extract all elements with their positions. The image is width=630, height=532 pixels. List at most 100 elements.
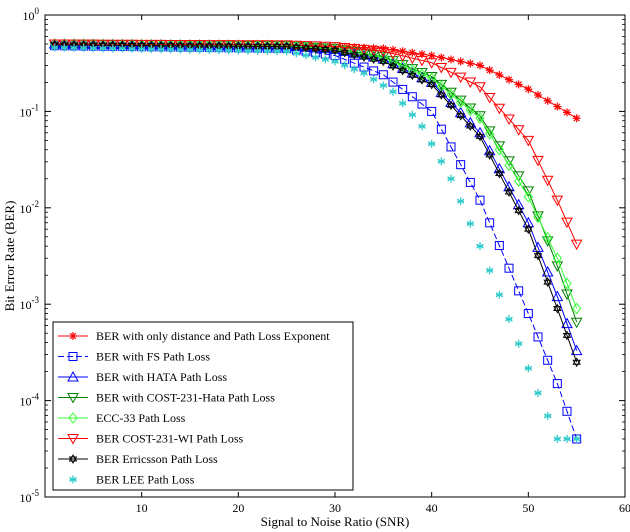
data-point: [543, 277, 552, 288]
data-point: [234, 46, 243, 55]
data-point: [523, 309, 533, 319]
data-point: [503, 114, 515, 125]
legend-marker: [69, 475, 77, 484]
data-point: [388, 56, 398, 68]
data-point: [543, 355, 553, 365]
y-tick-label: 10-5: [20, 488, 40, 505]
data-point: [552, 379, 562, 389]
data-point: [464, 77, 477, 89]
data-point: [417, 68, 427, 81]
data-point: [572, 114, 581, 123]
legend-label: BER COST-231-WI Path Loss: [96, 432, 244, 446]
data-point: [118, 44, 127, 53]
legend-entry: BER LEE Path Loss: [69, 473, 195, 487]
data-point: [388, 77, 398, 87]
data-point: [572, 357, 581, 368]
legend-entry: ECC-33 Path Loss: [58, 411, 186, 425]
data-point: [418, 122, 426, 131]
data-point: [495, 70, 504, 79]
data-point: [425, 58, 438, 69]
data-point: [128, 44, 136, 53]
data-point: [321, 44, 330, 55]
data-point: [311, 43, 320, 54]
data-point: [398, 99, 407, 108]
legend-entry: BER Erricsson Path Loss: [58, 452, 218, 466]
data-point: [485, 150, 494, 160]
data-point: [551, 290, 564, 302]
data-point: [474, 82, 486, 93]
data-point: [330, 45, 340, 56]
data-point: [398, 65, 407, 76]
data-point: [572, 434, 581, 443]
data-point: [195, 45, 204, 54]
data-point: [495, 168, 504, 179]
data-point: [494, 143, 504, 156]
data-point: [331, 57, 339, 66]
data-point: [329, 42, 341, 53]
data-point: [377, 46, 390, 58]
data-point: [534, 90, 542, 99]
data-point: [475, 112, 485, 125]
data-point: [454, 106, 467, 118]
data-point: [553, 434, 562, 443]
data-point: [406, 53, 419, 65]
data-point: [378, 70, 388, 80]
data-point: [562, 277, 572, 290]
data-point: [273, 47, 281, 56]
data-point: [437, 53, 446, 62]
x-axis-title: Signal to Noise Ratio (SNR): [261, 514, 410, 529]
y-tick-label: 10-3: [20, 295, 40, 312]
data-point: [543, 411, 552, 420]
data-point: [388, 61, 398, 71]
data-point: [562, 330, 572, 341]
data-point: [367, 45, 380, 57]
data-point: [514, 80, 523, 89]
legend-marker: [67, 393, 79, 404]
data-point: [348, 43, 361, 55]
data-point: [543, 96, 552, 105]
data-point: [280, 40, 293, 51]
data-point: [551, 195, 564, 207]
data-point: [552, 252, 562, 265]
data-point: [70, 43, 78, 52]
data-point: [522, 186, 535, 197]
legend-entry: BER with only distance and Path Loss Exp…: [58, 329, 330, 343]
data-point: [369, 54, 378, 65]
data-point: [534, 388, 542, 397]
legend-label: BER with COST-231-Hata Path Loss: [96, 391, 275, 405]
data-point: [60, 43, 69, 52]
data-point: [416, 55, 428, 67]
data-point: [483, 93, 496, 104]
axis-layer: 10 20 30 40 50 60 10-5 10-4 10-3 10-2 10-1 100: [20, 6, 630, 515]
x-tick-label: 10: [136, 501, 148, 515]
data-point: [561, 289, 573, 301]
data-point: [302, 51, 310, 60]
legend-label: BER with only distance and Path Loss Exp…: [96, 329, 330, 343]
data-point: [407, 92, 417, 102]
legend-label: BER with HATA Path Loss: [96, 370, 227, 384]
data-point: [514, 175, 524, 187]
data-point: [475, 131, 485, 142]
data-point: [446, 142, 456, 152]
legend-box: [52, 321, 354, 491]
legend-label: BER Erricsson Path Loss: [96, 452, 218, 466]
data-point: [437, 157, 446, 166]
data-point: [570, 344, 583, 356]
data-point: [485, 266, 494, 275]
data-point: [89, 44, 98, 53]
x-tick-label: 60: [619, 501, 630, 515]
y-axis-title: Bit Error Rate (BER): [2, 201, 17, 312]
data-point: [396, 51, 409, 62]
data-point: [176, 45, 185, 54]
data-point: [533, 332, 543, 342]
legend-entry: BER COST-231-WI Path Loss: [58, 432, 244, 446]
legend-marker: [67, 434, 79, 445]
data-point: [504, 263, 514, 273]
data-point: [533, 250, 543, 261]
data-point: [466, 121, 475, 131]
data-point: [570, 239, 583, 251]
data-point: [505, 315, 513, 324]
y-tick-label: 10-2: [20, 199, 40, 216]
data-point: [572, 302, 582, 315]
